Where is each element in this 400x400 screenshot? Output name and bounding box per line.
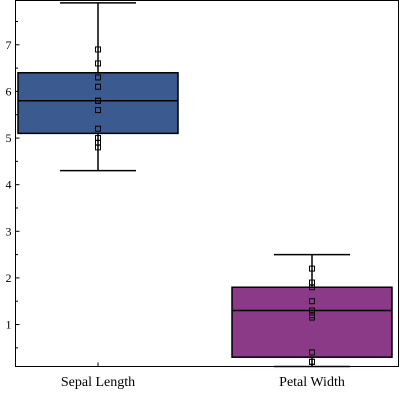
data-point — [309, 314, 315, 321]
y-tick-label: 3 — [6, 224, 12, 238]
data-point — [95, 60, 101, 67]
box-iqr — [231, 286, 393, 358]
data-point — [95, 125, 101, 132]
data-point — [95, 83, 101, 90]
data-point — [309, 284, 315, 291]
x-category-label: Sepal Length — [61, 375, 135, 390]
y-axis: 1 2 3 4 5 6 7 — [6, 20, 20, 349]
y-tick-label: 7 — [6, 38, 12, 52]
box-petal-width — [231, 253, 393, 368]
data-point — [309, 349, 315, 356]
x-axis: Sepal Length Petal Width — [61, 362, 345, 390]
data-point — [95, 107, 101, 114]
data-point — [309, 265, 315, 272]
data-point — [95, 97, 101, 104]
y-tick-label: 6 — [6, 84, 12, 98]
y-tick-label: 2 — [6, 271, 12, 285]
x-category-label: Petal Width — [279, 375, 345, 390]
y-tick-label: 5 — [6, 131, 12, 145]
data-point — [309, 298, 315, 305]
box-sepal-length — [17, 2, 179, 172]
data-point — [95, 46, 101, 53]
y-tick-label: 1 — [6, 318, 12, 332]
box-series — [17, 2, 393, 368]
y-tick-label: 4 — [6, 178, 12, 192]
data-point — [95, 144, 101, 151]
data-point — [95, 74, 101, 81]
